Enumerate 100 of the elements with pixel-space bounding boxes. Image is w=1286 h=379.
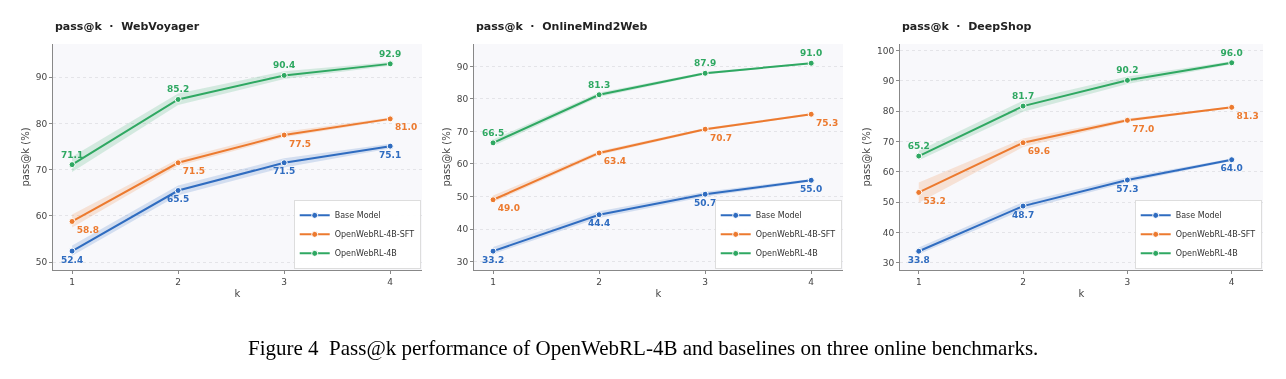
point [386,60,394,68]
point [807,110,815,118]
x-tick-label: 1 [69,276,75,287]
data-label: 50.7 [694,197,717,208]
y-tick-label: 60 [882,166,895,177]
legend-label: OpenWebRL-4B [334,249,397,259]
y-tick-label: 30 [456,256,469,267]
data-label: 75.1 [379,149,402,160]
legend-label: OpenWebRL-4B-SFT [1175,230,1256,240]
point [1019,139,1027,147]
data-label: 75.3 [815,117,839,128]
point [489,196,497,204]
point [1228,103,1236,111]
data-label: 77.5 [288,138,312,149]
point [1228,59,1236,67]
point [489,139,497,147]
data-label: 69.6 [1027,146,1051,157]
data-label: 52.4 [60,254,84,265]
legend-label: OpenWebRL-4B-SFT [334,230,415,240]
legend-label: Base Model [1175,211,1222,221]
data-label: 53.2 [923,195,946,206]
point [174,95,182,103]
data-label: 57.3 [1116,183,1139,194]
data-label: 90.2 [1116,65,1139,76]
point [701,69,709,77]
point [915,247,923,255]
x-tick-label: 2 [1020,276,1026,287]
y-tick-label: 50 [456,191,469,202]
caption: Figure 4 Pass@k performance of OpenWebRL-4B and baselines on three online benchmarks. [248,336,1039,360]
point [807,59,815,67]
y-axis-title: pass@k (%) [440,127,452,187]
y-tick-label: 90 [882,76,895,87]
point [280,71,288,79]
legend-label: OpenWebRL-4B-SFT [755,230,836,240]
x-tick-label: 1 [915,276,922,287]
data-label: 81.0 [394,122,418,133]
y-tick-label: 60 [35,211,48,222]
point [595,149,603,157]
chart-title: pass@k · DeepShop [902,20,1032,33]
x-tick-label: 3 [702,276,709,287]
data-label: 81.3 [588,79,611,90]
y-tick-label: 70 [456,126,469,137]
data-label: 91.0 [800,48,823,59]
point [1123,116,1131,124]
data-label: 96.0 [1220,47,1243,58]
y-tick-label: 80 [456,94,469,105]
x-tick-label: 3 [281,276,288,287]
chart-title: pass@k · OnlineMind2Web [476,20,648,33]
data-label: 70.7 [709,132,733,143]
legend-label: Base Model [755,211,802,221]
data-label: 90.4 [273,60,296,71]
point [1228,156,1236,164]
y-tick-label: 70 [882,136,895,147]
y-tick-label: 80 [35,118,48,129]
point [386,115,394,123]
y-tick-label: 90 [456,61,469,72]
data-label: 77.0 [1132,123,1155,134]
point [1019,202,1027,210]
y-tick-label: 50 [882,197,895,208]
data-label: 87.9 [694,58,717,69]
point [174,187,182,195]
x-tick-label: 2 [596,276,602,287]
point [280,131,288,139]
legend-label: OpenWebRL-4B [1175,249,1238,259]
data-label: 64.0 [1220,163,1243,174]
point [915,152,923,160]
x-tick-label: 4 [1228,276,1235,287]
point [68,217,76,225]
point [807,176,815,184]
data-label: 49.0 [497,203,521,214]
x-axis-title: k [234,288,241,300]
y-tick-label: 100 [877,45,895,56]
point [68,247,76,255]
point [386,142,394,150]
data-label: 81.3 [1236,110,1259,121]
x-tick-label: 1 [490,276,496,287]
data-label: 85.2 [167,84,190,95]
y-tick-label: 70 [35,164,48,175]
point [595,211,603,219]
y-tick-label: 40 [882,227,895,238]
point [915,188,923,196]
legend-label: Base Model [334,211,381,221]
point [701,190,709,198]
data-label: 55.0 [800,183,823,194]
y-tick-label: 90 [35,72,48,83]
point [174,159,182,167]
data-label: 81.7 [1011,91,1035,102]
y-axis-title: pass@k (%) [861,127,873,187]
point [595,91,603,99]
data-label: 92.9 [379,48,402,59]
x-axis-title: k [655,288,662,300]
x-tick-label: 4 [387,276,394,287]
data-label: 44.4 [588,218,611,229]
x-tick-label: 2 [175,276,181,287]
point [68,161,76,169]
data-label: 71.5 [273,166,296,177]
y-tick-label: 80 [882,106,895,117]
point [701,125,709,133]
data-label: 33.2 [481,254,505,265]
x-tick-label: 3 [1124,276,1131,287]
